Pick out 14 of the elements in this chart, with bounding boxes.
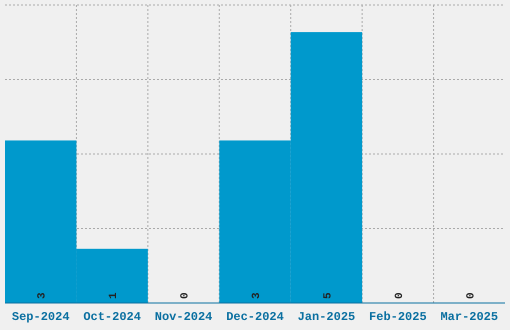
x-tick-label: Nov-2024 xyxy=(154,310,212,324)
x-tick-label: Feb-2025 xyxy=(369,310,427,324)
data-label: 0 xyxy=(180,292,192,299)
x-tick-label: Jan-2025 xyxy=(298,310,356,324)
x-tick-label: Dec-2024 xyxy=(226,310,284,324)
data-label: 3 xyxy=(36,292,49,299)
x-tick-label: Sep-2024 xyxy=(12,310,70,324)
x-tick-label: Mar-2025 xyxy=(440,310,498,324)
data-label: 0 xyxy=(465,292,478,299)
data-label: 5 xyxy=(322,292,334,299)
x-tick-label: Oct-2024 xyxy=(83,310,141,324)
data-label: 0 xyxy=(394,292,406,299)
data-label: 1 xyxy=(108,292,120,299)
data-label: 3 xyxy=(251,292,263,299)
